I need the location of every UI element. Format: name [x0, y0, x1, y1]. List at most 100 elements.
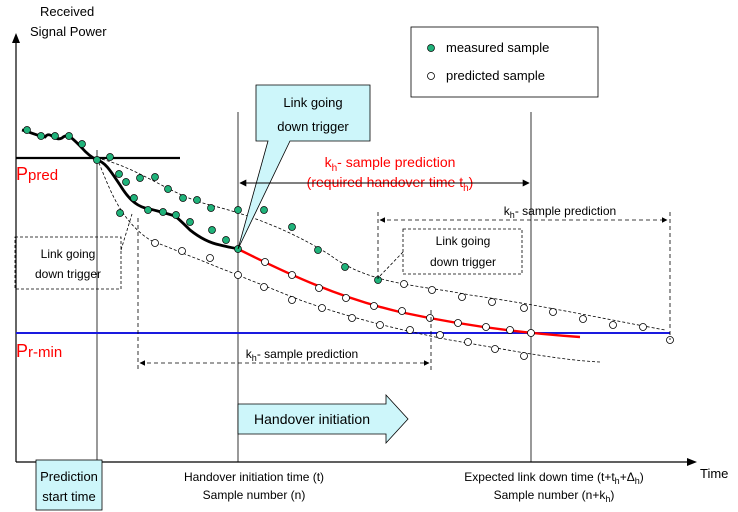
x-marker-labels: Handover initiation time (t) Sample numb…	[184, 470, 644, 504]
measured-sample	[341, 263, 349, 271]
predicted-sample	[342, 294, 350, 302]
predicted-sample	[234, 271, 242, 279]
legend-box	[410, 26, 599, 98]
p-rmin-label: Pr-min	[16, 341, 62, 361]
measured-sample	[207, 204, 215, 212]
measured-sample	[65, 132, 73, 140]
measured-sample	[37, 132, 45, 140]
y-axis-arrow	[12, 33, 20, 43]
predicted-sample	[370, 302, 378, 310]
measured-sample	[23, 126, 31, 134]
callout-shape	[237, 84, 371, 250]
predicted-sample	[406, 326, 414, 334]
prediction-start-rect	[35, 459, 103, 511]
measured-sample	[288, 223, 296, 231]
predicted-sample	[151, 239, 159, 247]
y-axis-label-line1: Received	[40, 4, 94, 19]
measured-sample	[164, 185, 172, 193]
kh-prediction-red-line2: (required handover time th)	[307, 174, 474, 194]
lower-bound-curve	[96, 157, 601, 363]
y-axis-label-line2: Signal Power	[30, 24, 107, 39]
predicted-sample	[260, 283, 268, 291]
measured-samples	[23, 126, 382, 284]
handover-initiation-arrow: Handover initiation	[237, 393, 409, 445]
prediction-start-line2: start time	[42, 489, 95, 504]
predicted-sample	[458, 293, 466, 301]
predicted-sample	[464, 338, 472, 346]
callout-line1: Link going	[283, 95, 342, 110]
measured-sample	[208, 226, 216, 234]
measured-sample	[193, 196, 201, 204]
predicted-sample	[520, 352, 528, 360]
kh-sample-prediction-lower-label: kh- sample prediction	[246, 347, 358, 363]
dashed-trigger-left-line2: down trigger	[35, 267, 101, 281]
kh-sample-prediction-right-label: kh- sample prediction	[504, 204, 616, 220]
measured-sample	[51, 132, 59, 140]
predicted-sample	[400, 280, 408, 288]
predicted-sample	[428, 286, 436, 294]
measured-sample	[115, 170, 123, 178]
handover-time-line1: Handover initiation time (t)	[184, 470, 324, 484]
measured-sample	[130, 194, 138, 202]
predicted-sample	[609, 321, 617, 329]
predicted-sample	[288, 296, 296, 304]
measured-sample	[314, 246, 322, 254]
predicted-sample	[527, 329, 535, 337]
prediction-start-line1: Prediction	[40, 469, 98, 484]
predicted-sample	[639, 323, 647, 331]
measured-sample	[136, 174, 144, 182]
predicted-sample	[520, 304, 528, 312]
predicted-sample	[398, 307, 406, 315]
predicted-sample	[436, 331, 444, 339]
predicted-sample	[261, 258, 269, 266]
dashed-trigger-right-box	[402, 228, 523, 275]
legend-measured-marker	[427, 44, 435, 52]
predicted-sample	[426, 314, 434, 322]
legend-predicted-marker	[427, 72, 435, 80]
predicted-sample	[579, 315, 587, 323]
handover-initiation-label: Handover initiation	[254, 411, 370, 427]
p-pred-label: Ppred	[16, 164, 58, 184]
dashed-trigger-left-pointer	[120, 213, 133, 251]
link-down-time-line2: Sample number (n+kh)	[494, 488, 615, 504]
predicted-sample	[549, 308, 557, 316]
predicted-sample	[491, 345, 499, 353]
handover-arrow-shape	[237, 393, 409, 445]
dashed-trigger-right-line1: Link going	[436, 234, 491, 248]
dashed-trigger-left-box	[14, 236, 122, 290]
legend-measured-label: measured sample	[446, 40, 549, 55]
predicted-sample	[488, 298, 496, 306]
measured-sample	[172, 211, 180, 219]
measured-sample	[93, 156, 101, 164]
kh-sample-prediction-right: kh- sample prediction	[377, 204, 671, 340]
measured-sample	[151, 173, 159, 181]
prediction-start-box: Prediction start time	[35, 459, 103, 511]
measured-sample	[222, 236, 230, 244]
predicted-sample	[315, 284, 323, 292]
measured-sample	[159, 208, 167, 216]
measured-sample	[78, 140, 86, 148]
predicted-sample	[206, 254, 214, 262]
predicted-sample	[318, 304, 326, 312]
link-down-trigger-callout: Link going down trigger	[237, 84, 371, 250]
predicted-sample	[348, 314, 356, 322]
predicted-samples	[151, 239, 674, 360]
legend-predicted-label: predicted sample	[446, 68, 545, 83]
x-axis-arrow	[687, 458, 697, 466]
measured-sample	[260, 206, 268, 214]
measured-sample	[122, 178, 130, 186]
dashed-trigger-left-line1: Link going	[41, 247, 96, 261]
measured-sample	[234, 206, 242, 214]
measured-curve	[21, 128, 239, 251]
kh-prediction-red-line1: kh- sample prediction	[325, 154, 456, 174]
measured-sample	[186, 218, 194, 226]
predicted-sample	[288, 271, 296, 279]
prediction-curve	[237, 247, 581, 339]
predicted-sample	[376, 321, 384, 329]
measured-sample	[179, 194, 187, 202]
dashed-trigger-right-line2: down trigger	[430, 255, 496, 269]
dashed-trigger-left: Link going down trigger	[14, 213, 133, 290]
dashed-trigger-right-pointer	[377, 251, 404, 279]
measured-sample	[106, 153, 114, 161]
